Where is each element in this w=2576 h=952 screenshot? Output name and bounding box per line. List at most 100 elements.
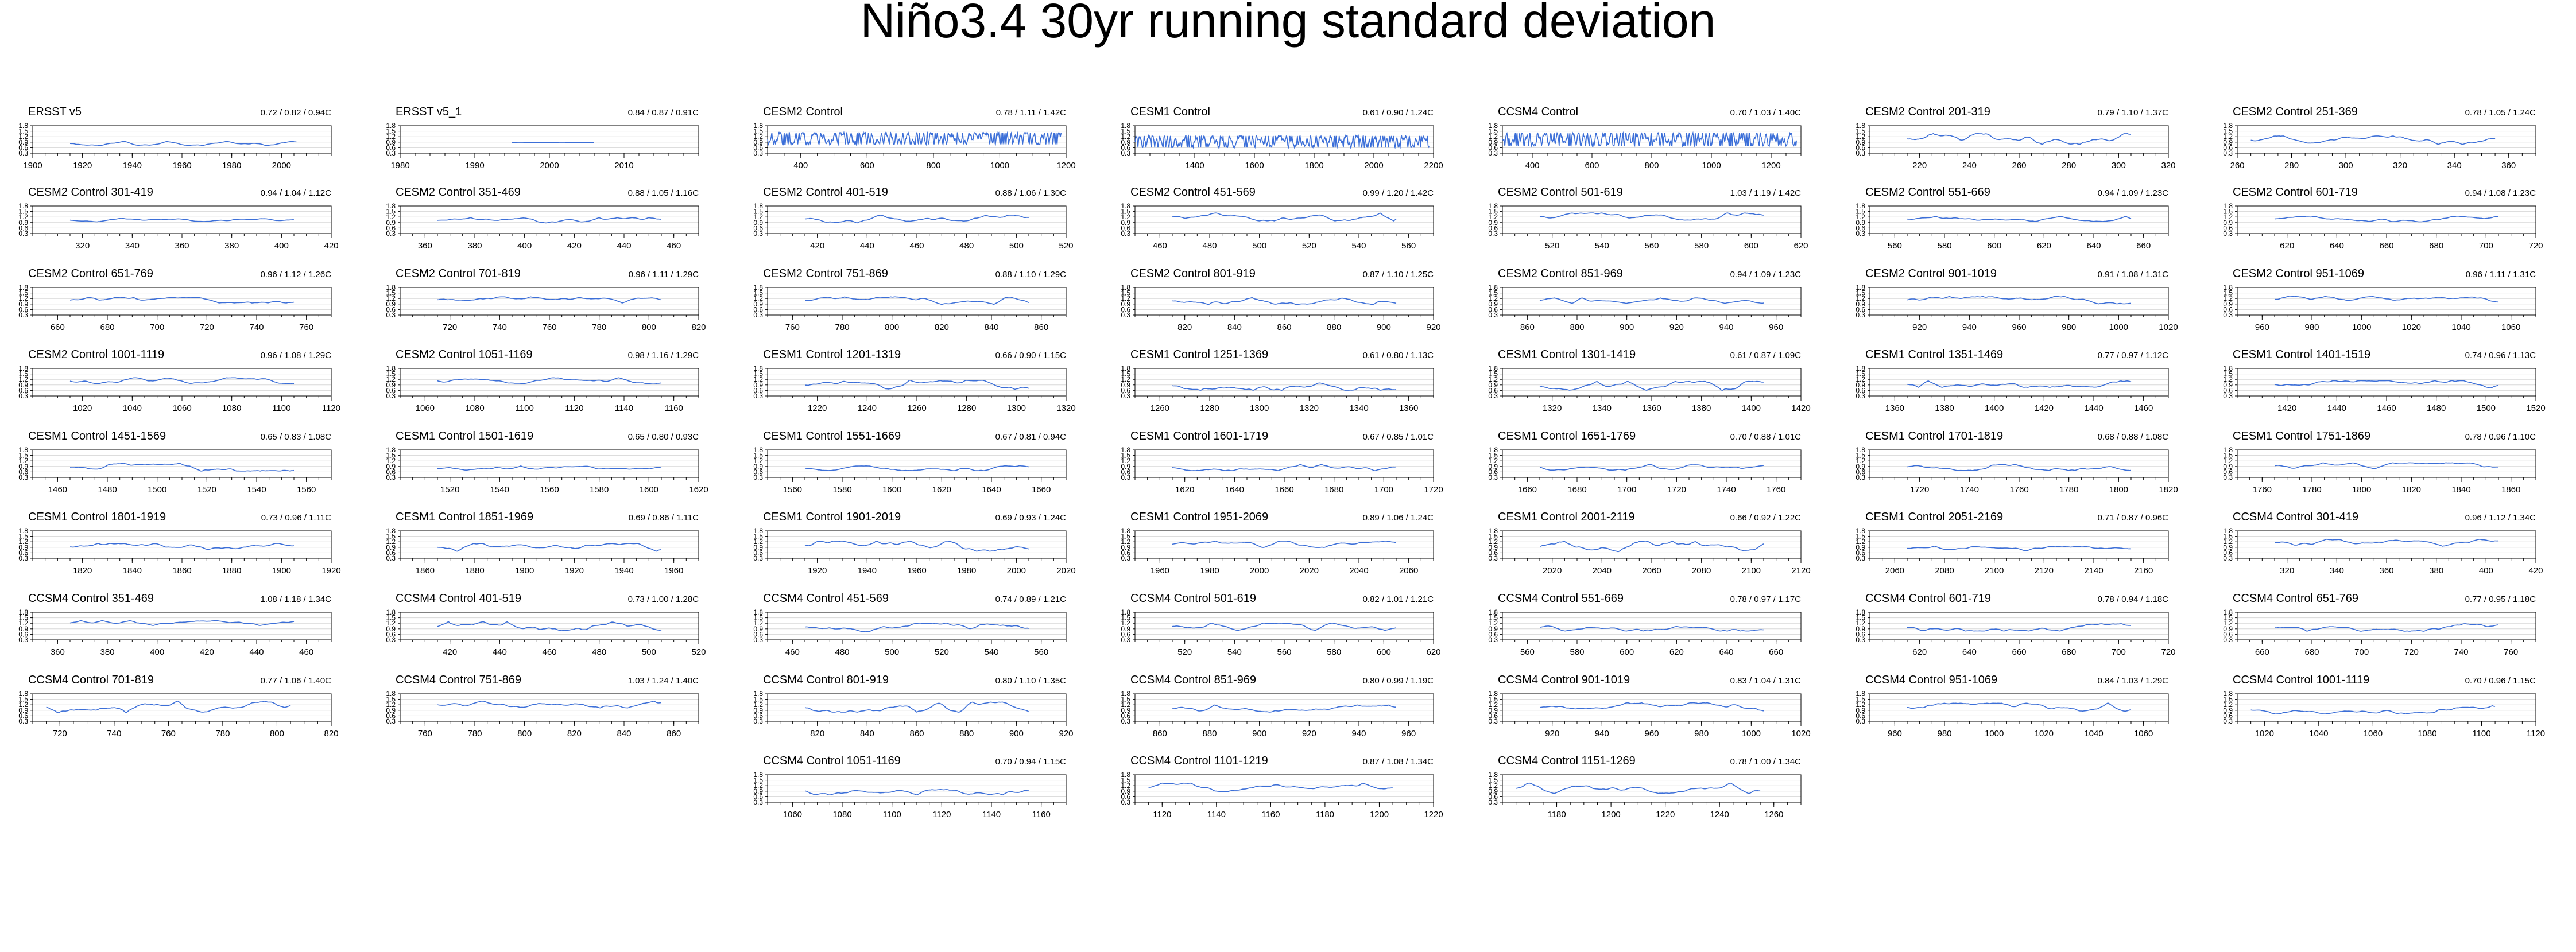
x-tick-label: 680 bbox=[2304, 647, 2319, 657]
y-tick-label: 0.9 bbox=[18, 300, 28, 308]
series-line bbox=[1516, 782, 1761, 794]
y-tick-label: 0.9 bbox=[2223, 219, 2233, 227]
y-tick-label: 1.8 bbox=[753, 527, 763, 535]
y-tick-label: 0.9 bbox=[386, 625, 396, 633]
x-tick-label: 460 bbox=[667, 241, 681, 251]
x-tick-label: 800 bbox=[270, 729, 284, 739]
y-tick-label: 0.9 bbox=[386, 219, 396, 227]
x-tick-label: 1260 bbox=[1151, 403, 1169, 413]
y-tick-label: 0.6 bbox=[1488, 549, 1498, 557]
series-line bbox=[1172, 212, 1397, 222]
panel-stats: 0.83 / 1.04 / 1.31C bbox=[1730, 676, 1802, 686]
y-tick-label: 1.2 bbox=[1856, 133, 1865, 141]
y-tick-label: 0.6 bbox=[1488, 224, 1498, 232]
series-line bbox=[437, 465, 662, 471]
y-tick-label: 0.9 bbox=[386, 463, 396, 471]
series-line bbox=[804, 215, 1029, 224]
y-tick-label: 0.6 bbox=[18, 224, 28, 232]
y-tick-label: 1.2 bbox=[2223, 294, 2233, 302]
x-tick-label: 1100 bbox=[2472, 729, 2490, 739]
y-tick-label: 1.2 bbox=[753, 375, 763, 383]
x-tick-label: 420 bbox=[2528, 566, 2543, 576]
x-tick-label: 1220 bbox=[1656, 810, 1675, 819]
panel-stats: 0.61 / 0.87 / 1.09C bbox=[1730, 351, 1802, 360]
y-tick-label: 1.5 bbox=[1121, 695, 1130, 704]
x-tick-label: 700 bbox=[2479, 241, 2493, 251]
y-tick-label: 0.6 bbox=[18, 712, 28, 720]
x-tick-label: 1840 bbox=[2451, 485, 2470, 495]
x-tick-label: 760 bbox=[161, 729, 176, 739]
y-tick-label: 0.3 bbox=[1488, 554, 1498, 562]
x-tick-label: 1460 bbox=[48, 485, 67, 495]
panel-stats: 0.77 / 1.06 / 1.40C bbox=[261, 676, 332, 686]
x-tick-label: 1640 bbox=[982, 485, 1001, 495]
x-tick-label: 1920 bbox=[808, 566, 827, 576]
panel-stats: 0.69 / 0.86 / 1.11C bbox=[629, 513, 699, 523]
series-line bbox=[1907, 623, 2132, 632]
y-tick-label: 1.5 bbox=[1856, 370, 1865, 378]
x-tick-label: 480 bbox=[959, 241, 974, 251]
x-tick-label: 880 bbox=[1202, 729, 1217, 739]
x-tick-label: 1860 bbox=[2501, 485, 2520, 495]
x-tick-label: 600 bbox=[1620, 647, 1634, 657]
x-tick-label: 900 bbox=[1377, 322, 1391, 332]
x-tick-label: 400 bbox=[793, 161, 808, 170]
y-tick-label: 1.8 bbox=[18, 122, 28, 130]
y-tick-label: 0.6 bbox=[753, 386, 763, 394]
plot-frame bbox=[1134, 205, 1434, 234]
y-tick-label: 1.5 bbox=[753, 127, 763, 135]
x-tick-label: 520 bbox=[691, 647, 706, 657]
plot-frame bbox=[400, 449, 699, 478]
series-line bbox=[69, 463, 295, 472]
x-tick-label: 440 bbox=[249, 647, 264, 657]
x-tick-label: 1320 bbox=[1300, 403, 1319, 413]
x-tick-label: 620 bbox=[1426, 647, 1440, 657]
panel: CESM1 Control 0.61 / 0.90 / 1.24C 1.81.51.… bbox=[1121, 106, 1443, 170]
x-tick-label: 960 bbox=[2012, 322, 2026, 332]
panel-stats: 1.03 / 1.19 / 1.42C bbox=[1730, 188, 1802, 198]
x-tick-label: 1760 bbox=[2009, 485, 2028, 495]
y-tick-label: 0.3 bbox=[753, 230, 763, 238]
y-tick-label: 1.8 bbox=[2223, 527, 2233, 535]
y-tick-label: 1.2 bbox=[386, 213, 396, 221]
x-tick-label: 560 bbox=[1520, 647, 1535, 657]
y-tick-label: 1.2 bbox=[1121, 457, 1130, 465]
x-tick-label: 1060 bbox=[2501, 322, 2520, 332]
y-tick-label: 0.3 bbox=[1121, 717, 1130, 725]
series-line bbox=[1907, 546, 2132, 551]
panel-title: CESM1 Control 1201-1319 bbox=[763, 348, 901, 361]
y-tick-label: 0.3 bbox=[1121, 149, 1130, 157]
panel-stats: 0.96 / 1.11 / 1.31C bbox=[2466, 270, 2536, 279]
x-tick-label: 760 bbox=[542, 322, 556, 332]
x-tick-label: 1520 bbox=[2526, 403, 2545, 413]
panel-stats: 0.73 / 1.00 / 1.28C bbox=[628, 594, 699, 604]
x-tick-label: 2120 bbox=[1791, 566, 1810, 576]
x-tick-label: 960 bbox=[1888, 729, 1902, 739]
x-tick-label: 600 bbox=[1987, 241, 2001, 251]
y-tick-label: 1.2 bbox=[386, 457, 396, 465]
y-tick-label: 0.9 bbox=[2223, 625, 2233, 633]
series-line bbox=[804, 701, 1029, 713]
y-tick-label: 1.2 bbox=[2223, 619, 2233, 627]
panel-title: CCSM4 Control 851-969 bbox=[1130, 674, 1256, 686]
y-tick-label: 0.9 bbox=[1856, 138, 1865, 146]
x-tick-label: 2040 bbox=[1349, 566, 1368, 576]
y-tick-label: 0.6 bbox=[2223, 224, 2233, 232]
y-tick-label: 0.9 bbox=[18, 543, 28, 551]
x-tick-label: 1020 bbox=[2159, 322, 2178, 332]
panel: CCSM4 Control 501-619 0.82 / 1.01 / 1.21C… bbox=[1121, 592, 1440, 657]
x-tick-label: 1020 bbox=[73, 403, 92, 413]
y-tick-label: 0.9 bbox=[386, 543, 396, 551]
y-tick-label: 1.2 bbox=[1121, 133, 1130, 141]
x-tick-label: 920 bbox=[1426, 322, 1440, 332]
y-tick-label: 1.8 bbox=[18, 608, 28, 616]
x-tick-label: 1180 bbox=[1547, 810, 1566, 819]
panel-title: CESM1 Control 2001-2119 bbox=[1498, 511, 1635, 523]
x-tick-label: 1720 bbox=[1667, 485, 1686, 495]
plot-frame bbox=[400, 530, 699, 559]
y-tick-label: 1.2 bbox=[2223, 457, 2233, 465]
panel-stats: 0.70 / 1.03 / 1.40C bbox=[1730, 108, 1802, 118]
plot-frame bbox=[32, 449, 332, 478]
x-tick-label: 1940 bbox=[614, 566, 633, 576]
y-tick-label: 0.6 bbox=[386, 468, 396, 476]
